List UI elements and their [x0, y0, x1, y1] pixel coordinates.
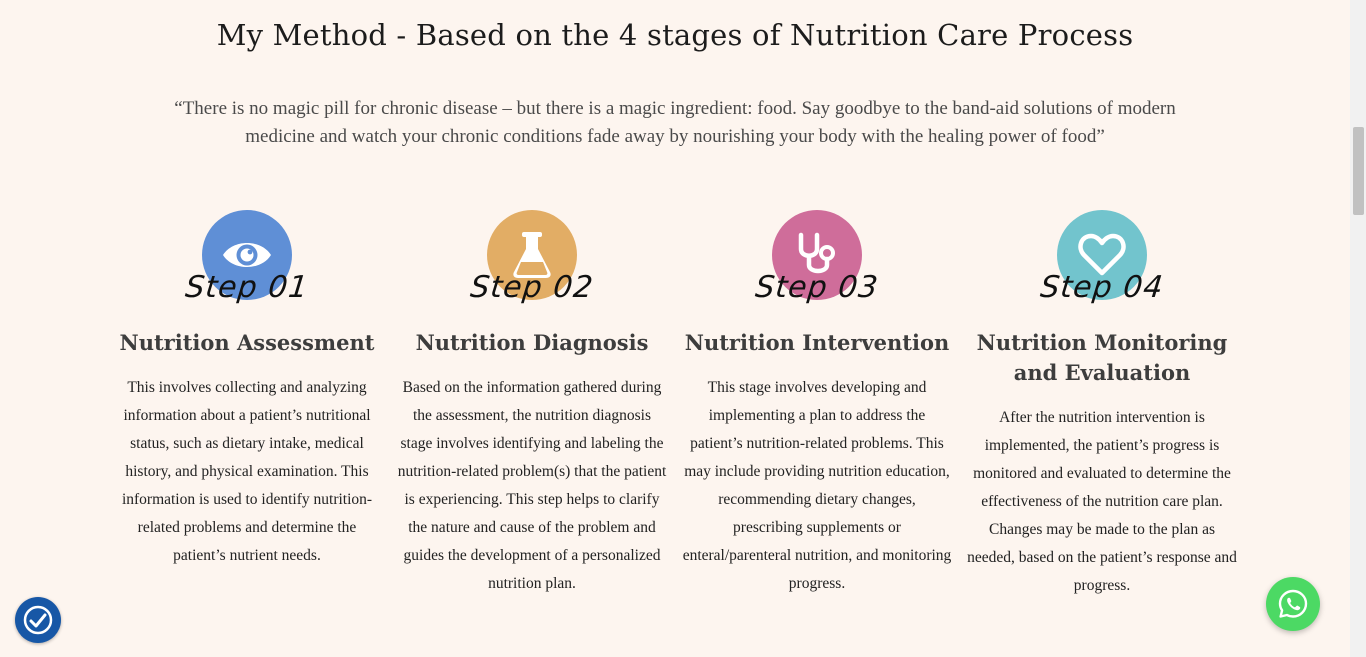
step-1-label: Step 01	[183, 270, 311, 305]
step-2-heading: Nutrition Diagnosis	[415, 330, 649, 355]
step-3-heading: Nutrition Intervention	[684, 330, 950, 355]
step-4-icon-circle	[1057, 210, 1147, 300]
scrollbar-thumb[interactable]	[1353, 127, 1364, 215]
step-3-label: Step 03	[753, 270, 881, 305]
stethoscope-icon	[798, 232, 835, 274]
step-1-description: This involves collecting and analyzing i…	[121, 379, 373, 564]
accessibility-icon	[23, 605, 53, 635]
step-4-description: After the nutrition intervention is impl…	[967, 409, 1237, 594]
step-4-heading: Nutrition Monitoring and Evaluation	[976, 330, 1228, 385]
step-1-icon-circle	[202, 210, 292, 300]
step-2-description: Based on the information gathered during…	[397, 379, 667, 592]
step-2-icon-circle	[487, 210, 577, 300]
section-quote: “There is no magic pill for chronic dise…	[174, 98, 1176, 147]
flask-icon	[513, 232, 551, 278]
step-1-heading: Nutrition Assessment	[119, 330, 375, 355]
step-3-description: This stage involves developing and imple…	[682, 379, 952, 592]
step-2-label: Step 02	[468, 270, 596, 305]
page-scrollbar[interactable]	[1350, 0, 1366, 657]
step-3-icon-circle	[772, 210, 862, 300]
heart-icon	[1078, 233, 1126, 276]
section-title: My Method - Based on the 4 stages of Nut…	[216, 18, 1134, 52]
whatsapp-button[interactable]	[1266, 577, 1320, 631]
step-4-label: Step 04	[1038, 270, 1166, 305]
accessibility-button[interactable]	[15, 597, 61, 643]
whatsapp-icon	[1278, 589, 1308, 618]
eye-icon	[223, 243, 271, 267]
